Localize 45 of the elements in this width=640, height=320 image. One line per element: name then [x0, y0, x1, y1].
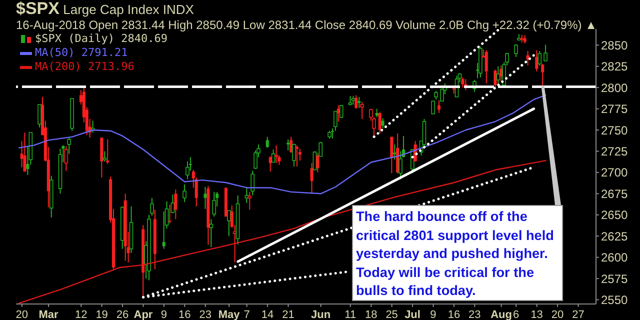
x-tick-label: 14: [261, 309, 274, 320]
x-tick-label: Aug: [490, 309, 512, 320]
x-tick-label: 20: [16, 309, 28, 320]
x-tick-label: 27: [572, 309, 584, 320]
x-tick-label: 16: [178, 309, 191, 320]
y-tick-label: 2850: [601, 38, 628, 52]
legend-label: $SPX (Daily) 2840.69: [35, 32, 168, 46]
x-tick-label: 7: [244, 309, 250, 320]
x-tick-label: 21: [282, 309, 294, 320]
x-tick-label: 9: [160, 309, 168, 320]
x-tick-label: Apr: [134, 309, 154, 320]
x-tick-label: 18: [364, 309, 378, 320]
x-tick-label: 9: [430, 309, 436, 320]
x-tick-label: Jun: [311, 309, 331, 320]
x-tick-label: Jul: [404, 309, 420, 320]
x-tick-label: 13: [530, 309, 543, 320]
y-tick-label: 2775: [601, 102, 628, 116]
y-tick-label: 2625: [601, 229, 628, 244]
legend-label: MA(200) 2713.96: [35, 60, 134, 74]
x-tick-label: 19: [96, 309, 108, 320]
y-tick-label: 2600: [601, 250, 628, 265]
y-tick-label: 2675: [601, 186, 628, 201]
chart-title: $SPX Large Cap Index INDX: [16, 0, 195, 19]
annotation: The hard bounce off of the critical 2801 support level held yesterday and pushed higher. Today will be critical for the bulls to find today.: [352, 205, 563, 301]
y-tick-label: 2650: [601, 208, 628, 222]
chart-subtitle: 16-Aug-2018 Open 2831.44 High 2850.49 Low 2831.44 Close 2840.69 Volume 2.0B Chg +22.32 (+0.79%) ▲: [16, 18, 597, 32]
x-tick-label: 16: [448, 309, 460, 320]
x-tick-label: 25: [386, 309, 398, 320]
x-tick-label: May: [218, 309, 241, 320]
x-tick-label: 23: [468, 309, 481, 320]
legend-label: MA(50) 2791.21: [35, 46, 128, 60]
y-tick-label: 2750: [601, 123, 628, 138]
x-tick-label: 11: [344, 309, 356, 320]
x-tick-label: 20: [551, 309, 564, 320]
y-tick-label: 2575: [601, 272, 628, 286]
x-tick-label: 26: [116, 309, 129, 320]
y-tick-label: 2550: [601, 293, 628, 308]
y-tick-label: 2700: [601, 166, 628, 180]
x-tick-label: Mar: [38, 309, 60, 320]
y-tick-label: 2725: [601, 144, 628, 158]
y-tick-label: 2825: [601, 60, 628, 74]
y-tick-label: 2800: [601, 80, 628, 95]
x-tick-label: 6: [513, 309, 520, 320]
x-tick-label: 12: [74, 309, 88, 320]
x-tick-label: 23: [199, 309, 212, 320]
